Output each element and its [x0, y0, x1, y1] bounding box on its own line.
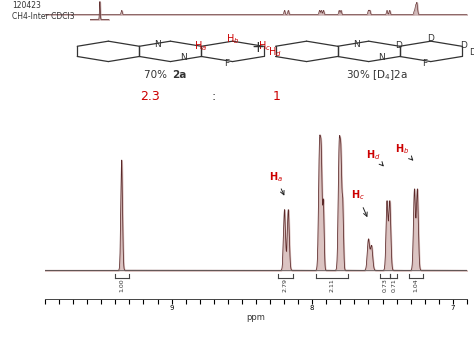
- X-axis label: ppm: ppm: [246, 313, 265, 322]
- Text: N: N: [378, 53, 385, 63]
- Text: 2.79: 2.79: [283, 278, 288, 292]
- Text: H$_d$: H$_d$: [366, 148, 383, 166]
- Text: H$_a$: H$_a$: [269, 170, 284, 195]
- Text: 30% [D$_4$]2a: 30% [D$_4$]2a: [346, 69, 408, 82]
- Text: N: N: [180, 53, 186, 63]
- Text: D: D: [460, 41, 466, 50]
- Text: 1: 1: [273, 91, 281, 103]
- Text: H$_c$: H$_c$: [351, 189, 367, 216]
- Text: H$_a$: H$_a$: [194, 39, 207, 53]
- Text: 0.73: 0.73: [383, 278, 388, 292]
- Text: F: F: [224, 59, 229, 68]
- Text: H$_c$: H$_c$: [258, 39, 271, 53]
- Text: 2.3: 2.3: [141, 91, 160, 103]
- Text: 0.71: 0.71: [391, 278, 396, 292]
- Text: N: N: [155, 40, 161, 49]
- Text: D: D: [395, 41, 402, 50]
- Text: :: :: [212, 91, 216, 103]
- Text: N: N: [353, 40, 359, 49]
- Text: H$_b$: H$_b$: [226, 32, 239, 46]
- Text: D: D: [470, 48, 474, 57]
- Text: F: F: [422, 59, 427, 68]
- Text: +: +: [252, 40, 264, 55]
- Text: H$_d$: H$_d$: [268, 46, 282, 59]
- Text: 1.00: 1.00: [119, 278, 124, 292]
- Text: 120423: 120423: [12, 1, 41, 10]
- Text: D: D: [428, 34, 434, 43]
- Text: H$_b$: H$_b$: [395, 142, 413, 160]
- Text: 2.11: 2.11: [329, 278, 334, 292]
- Text: 2a: 2a: [173, 70, 187, 80]
- Text: 70%: 70%: [144, 70, 171, 80]
- Text: CH4-Inter CDCl3: CH4-Inter CDCl3: [12, 12, 74, 21]
- Text: 1.04: 1.04: [413, 278, 419, 292]
